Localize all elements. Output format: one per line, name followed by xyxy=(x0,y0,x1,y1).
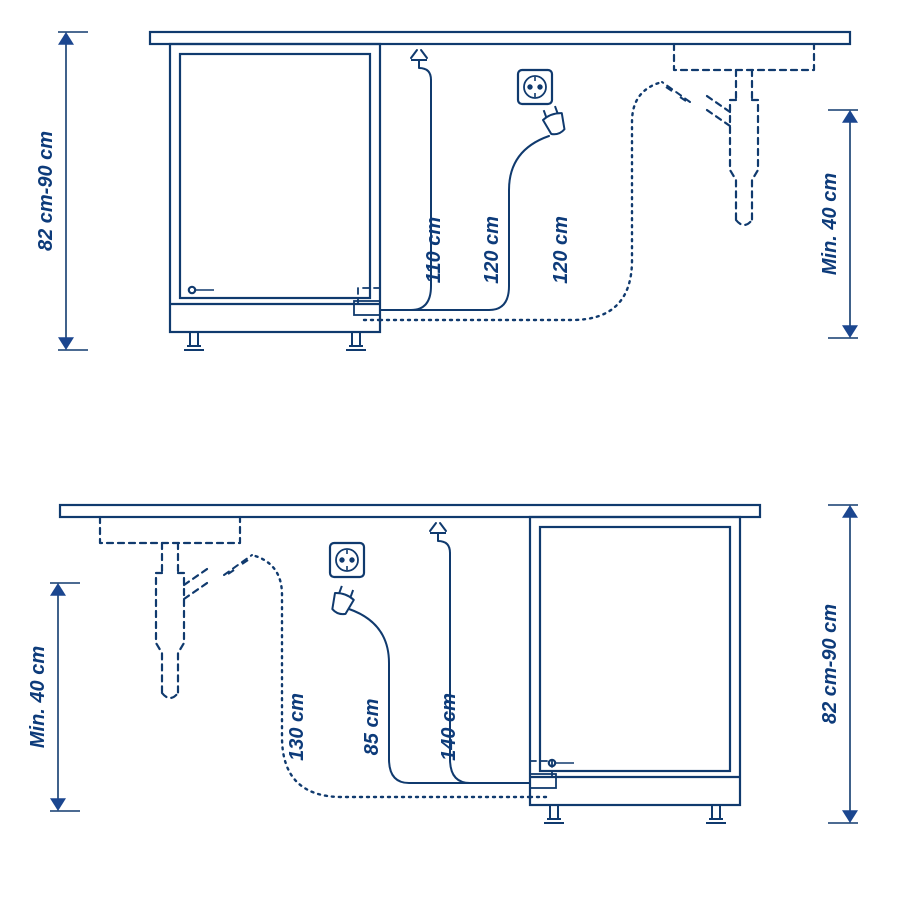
installation-diagram: 82 cm-90 cm Min. 40 cm 110 cm 120 cm 120 cm M… xyxy=(0,0,900,900)
bottom-height-range: 82 cm-90 cm xyxy=(819,604,841,724)
top-hose-3: 120 cm xyxy=(550,216,572,284)
top-height-range: 82 cm-90 cm xyxy=(35,131,57,251)
bottom-hose-1: 130 cm xyxy=(286,693,308,761)
bottom-min-drain: Min. 40 cm xyxy=(27,646,49,748)
bottom-hose-2: 85 cm xyxy=(361,699,383,756)
top-min-drain: Min. 40 cm xyxy=(819,173,841,275)
top-hose-2: 120 cm xyxy=(481,216,503,284)
top-hose-1: 110 cm xyxy=(423,217,445,283)
bottom-hose-3: 140 cm xyxy=(438,693,460,761)
